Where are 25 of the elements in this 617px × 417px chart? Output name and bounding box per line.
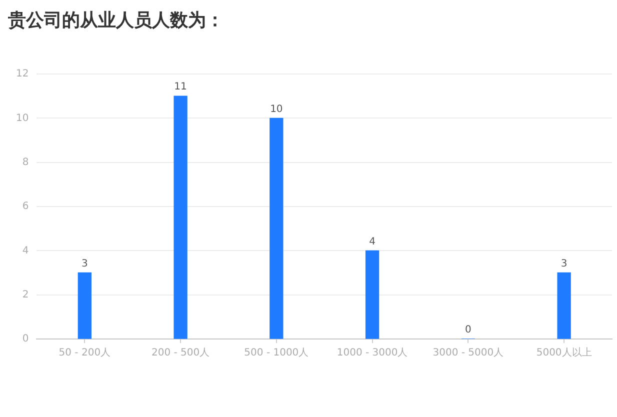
x-tick-label: 500 - 1000人 [244,348,309,359]
x-tick-label: 200 - 500人 [151,348,210,359]
y-tick-label: 2 [22,289,29,300]
data-label: 0 [464,324,472,336]
x-tick-label: 1000 - 3000人 [336,348,408,359]
y-tick-label: 8 [22,156,29,168]
bar [78,272,92,339]
data-label: 11 [174,82,187,93]
chart-title: 贵公司的从业人员人数为： [8,9,224,32]
bar [270,118,284,339]
y-tick-label: 0 [22,334,29,345]
y-tick-label: 6 [22,201,29,212]
data-label: 3 [560,258,568,270]
y-tick-label: 12 [16,68,29,80]
bar [174,96,188,339]
x-tick-label: 50 - 200人 [58,348,111,359]
data-label: 3 [81,258,88,270]
x-tick-label: 3000 - 5000人 [432,348,504,359]
bar [557,272,571,339]
data-label: 10 [270,104,283,115]
bar [365,250,380,339]
y-tick-label: 4 [22,245,29,256]
data-label: 4 [369,236,376,248]
x-tick-label: 5000人以上 [536,346,592,359]
y-tick-label: 10 [16,112,29,124]
